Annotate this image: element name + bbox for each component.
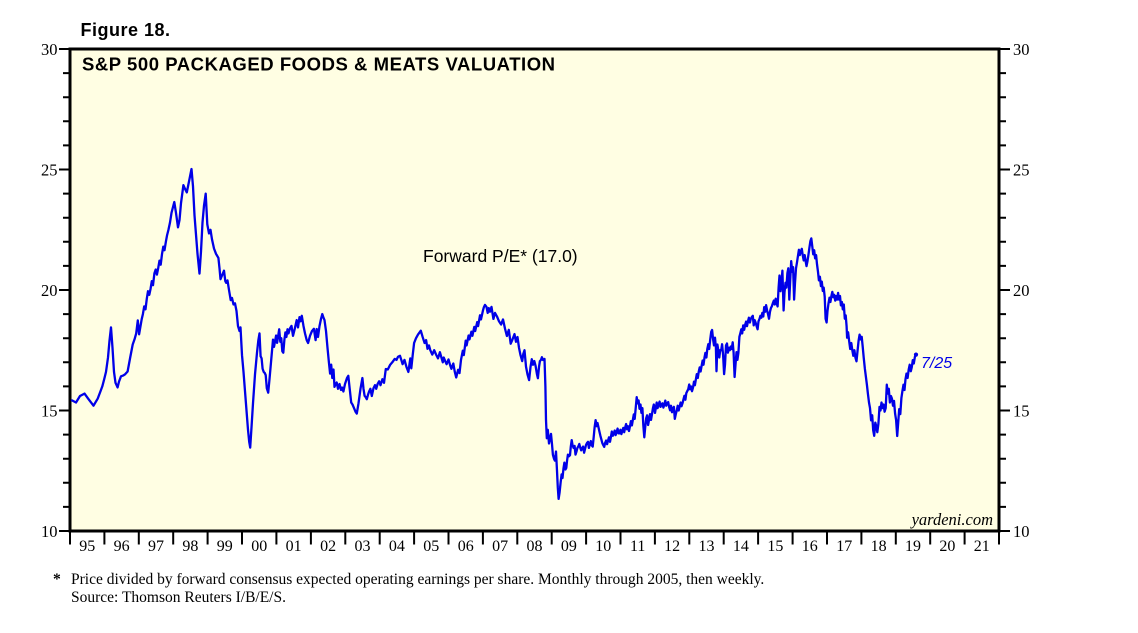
svg-text:25: 25 [1013,160,1030,179]
svg-text:97: 97 [148,538,164,555]
svg-text:02: 02 [320,538,336,555]
svg-text:20: 20 [939,538,955,555]
svg-text:05: 05 [423,538,439,555]
svg-text:21: 21 [974,538,990,555]
svg-text:20: 20 [1013,281,1030,300]
svg-text:Source: Thomson Reuters I/B/E/: Source: Thomson Reuters I/B/E/S. [71,589,286,606]
svg-text:01: 01 [286,538,302,555]
svg-text:30: 30 [41,40,58,59]
svg-text:03: 03 [355,538,371,555]
svg-text:S&P 500 PACKAGED FOODS & MEATS: S&P 500 PACKAGED FOODS & MEATS VALUATION [82,54,556,75]
svg-text:11: 11 [630,538,645,555]
svg-text:*: * [53,571,61,588]
svg-text:17: 17 [836,538,852,555]
svg-text:18: 18 [871,538,887,555]
svg-text:10: 10 [1013,522,1030,541]
svg-text:14: 14 [733,538,749,555]
svg-text:95: 95 [79,538,95,555]
svg-text:19: 19 [905,538,921,555]
svg-text:25: 25 [41,160,58,179]
svg-text:09: 09 [561,538,577,555]
svg-text:Price divided by forward conse: Price divided by forward consensus expec… [71,571,764,588]
svg-text:Figure 18.: Figure 18. [81,20,171,40]
svg-text:7/25: 7/25 [921,355,952,372]
svg-text:96: 96 [114,538,130,555]
svg-text:15: 15 [41,401,58,420]
svg-text:08: 08 [527,538,543,555]
svg-text:06: 06 [458,538,474,555]
svg-text:00: 00 [251,538,267,555]
svg-text:10: 10 [41,522,58,541]
svg-text:yardeni.com: yardeni.com [910,510,993,529]
svg-text:98: 98 [182,538,198,555]
svg-text:Forward P/E* (17.0): Forward P/E* (17.0) [423,246,578,266]
svg-text:16: 16 [802,538,818,555]
svg-text:20: 20 [41,281,58,300]
svg-text:04: 04 [389,538,405,555]
svg-text:07: 07 [492,538,508,555]
svg-text:15: 15 [767,538,783,555]
svg-text:12: 12 [664,538,680,555]
svg-text:13: 13 [699,538,715,555]
svg-text:15: 15 [1013,401,1030,420]
svg-text:30: 30 [1013,40,1030,59]
svg-text:99: 99 [217,538,233,555]
svg-text:10: 10 [595,538,611,555]
